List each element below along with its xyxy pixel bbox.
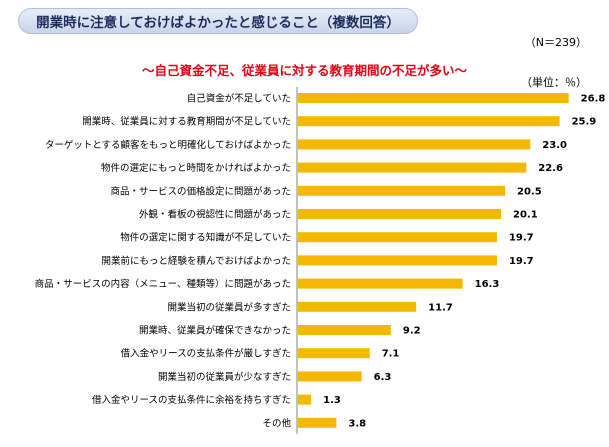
bar — [298, 394, 312, 405]
category-label: 商品・サービスの価格設定に問題があった — [110, 185, 291, 197]
category-label: 借入金やリースの支払条件に余裕を持ちすぎた — [92, 394, 291, 406]
category-label: ターゲットとする顧客をもっと明確化しておけばよかった — [45, 139, 291, 151]
bar — [298, 255, 497, 266]
bar — [298, 325, 391, 335]
value-label: 19.7 — [509, 233, 534, 244]
value-label: 6.3 — [374, 372, 392, 383]
value-label: 1.3 — [323, 395, 341, 406]
category-label: 自己資金が不足していた — [187, 93, 291, 105]
bar — [298, 93, 569, 103]
value-label: 11.7 — [428, 302, 453, 313]
unit-label: （単位：％） — [521, 76, 587, 89]
category-label: 開業時、従業員に対する教育期間が不足していた — [82, 116, 291, 128]
bar — [298, 278, 463, 289]
value-label: 20.5 — [517, 186, 542, 197]
bar — [298, 162, 527, 173]
value-label: 26.8 — [581, 94, 606, 105]
bar — [298, 348, 370, 359]
category-label: 開業前にもっと経験を積んでおけばよかった — [101, 255, 291, 267]
category-label: 借入金やリースの支払条件が厳しすぎた — [121, 348, 291, 360]
value-label: 9.2 — [403, 326, 421, 337]
value-label: 22.6 — [538, 163, 563, 174]
value-label: 19.7 — [509, 256, 534, 267]
bar — [298, 301, 417, 312]
category-label: 開業当初の従業員が少なすぎた — [158, 371, 291, 383]
category-label: 商品・サービスの内容（メニュー、種類等）に問題があった — [35, 278, 291, 290]
bar — [298, 232, 497, 243]
bar — [298, 209, 502, 219]
category-label: 開業時、従業員が確保できなかった — [139, 325, 291, 337]
chart-title-banner: 開業時に注意しておけばよかったと感じること（複数回答） — [18, 8, 418, 34]
value-label: 23.0 — [542, 140, 567, 151]
bar — [298, 417, 337, 428]
sample-size-label: （N＝239） — [524, 36, 587, 49]
bar — [298, 139, 531, 150]
bar — [298, 116, 560, 127]
chart-title: 開業時に注意しておけばよかったと感じること（複数回答） — [36, 15, 400, 31]
value-label: 16.3 — [475, 279, 500, 290]
category-label: 物件の選定にもっと時間をかければよかった — [101, 162, 291, 174]
category-label: 開業当初の従業員が多すぎた — [167, 301, 291, 313]
bar — [298, 185, 506, 196]
chart-subtitle: ～自己資金不足、従業員に対する教育期間の不足が多い～ — [141, 63, 467, 78]
value-label: 25.9 — [572, 117, 597, 128]
value-label: 3.8 — [348, 418, 366, 429]
value-label: 20.1 — [513, 210, 538, 221]
bar — [298, 371, 362, 382]
value-label: 7.1 — [382, 349, 400, 360]
category-label: 物件の選定に関する知識が不足していた — [120, 232, 291, 244]
category-label: その他 — [262, 417, 291, 429]
category-label: 外観・看板の視認性に問題があった — [139, 209, 291, 221]
